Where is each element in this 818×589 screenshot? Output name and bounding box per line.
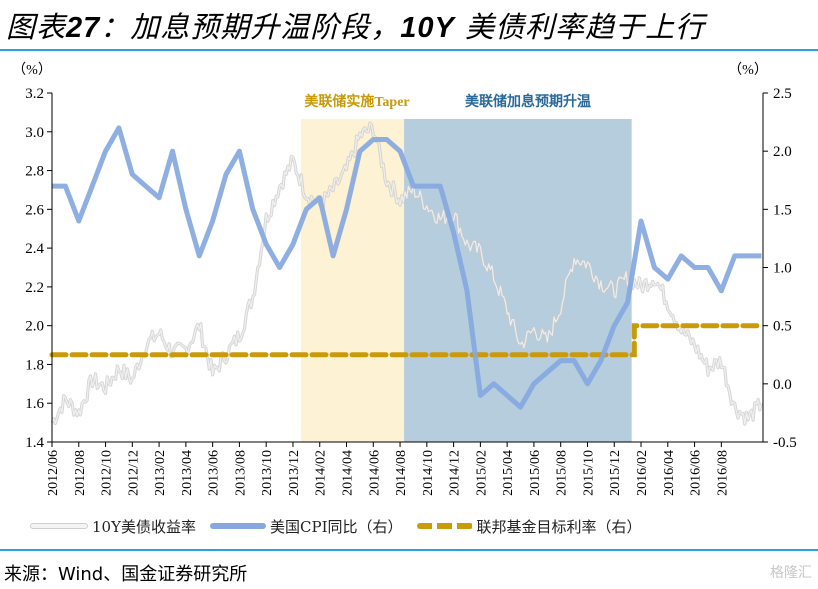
series-us-cpi-yoy: [52, 125, 762, 410]
legend-label-yield: 10Y美债收益率: [92, 517, 196, 536]
series-10y-yield: [51, 122, 763, 425]
left-tick-label: 2.6: [25, 202, 44, 218]
x-tick-label: 2015/10: [581, 450, 596, 496]
right-tick-label: 2.5: [773, 86, 792, 102]
legend-item-cpi: 美国CPI同比（右）: [210, 516, 403, 537]
legend-label-fed: 联邦基金目标利率（右）: [476, 517, 642, 536]
x-tick-label: 2015/06: [528, 450, 543, 496]
chart-title: 图表27：加息预期升温阶段，10Y 美债利率趋于上行: [6, 4, 705, 46]
x-tick-label: 2012/08: [73, 450, 88, 496]
legend-item-yield: 10Y美债收益率: [30, 516, 196, 537]
x-tick-label: 2016/06: [689, 450, 704, 496]
left-tick-label: 2.4: [25, 241, 44, 257]
left-tick-label: 1.6: [25, 396, 44, 412]
left-axis-unit: （%）: [12, 62, 52, 78]
x-tick-label: 2015/12: [608, 450, 623, 496]
right-tick-label: 1.5: [773, 202, 792, 218]
title-prefix: 图表: [6, 10, 67, 44]
legend-item-fed: 联邦基金目标利率（右）: [416, 516, 642, 537]
legend-swatch-cpi: [210, 523, 266, 529]
left-tick-label: 1.8: [25, 357, 44, 373]
footer-rule: [0, 549, 818, 551]
x-tick-label: 2013/04: [180, 450, 195, 496]
right-tick-label: 2.0: [773, 144, 792, 160]
legend-swatch-yield: [30, 523, 88, 529]
series-fed-funds-rate: [49, 323, 764, 358]
x-tick-label: 2015/04: [501, 450, 516, 496]
hike-band-label: 美联储加息预期升温: [465, 93, 591, 110]
legend: 10Y美债收益率 美国CPI同比（右） 联邦基金目标利率（右）: [30, 514, 656, 538]
x-tick-label: 2013/08: [233, 450, 248, 496]
x-tick-label: 2015/02: [474, 450, 489, 496]
x-tick-label: 2014/10: [421, 450, 436, 496]
x-tick-label: 2015/08: [555, 450, 570, 496]
x-tick-label: 2013/06: [207, 450, 222, 496]
x-tick-label: 2014/12: [448, 450, 463, 496]
right-tick-label: 1.0: [773, 261, 792, 277]
left-tick-label: 2.2: [25, 280, 44, 296]
x-tick-label: 2013/02: [153, 450, 168, 496]
x-tick-label: 2013/10: [260, 450, 275, 496]
left-tick-label: 1.4: [25, 435, 44, 451]
right-axis-unit: （%）: [728, 62, 768, 78]
x-tick-label: 2012/12: [126, 450, 141, 496]
right-tick-label: -0.5: [773, 435, 797, 451]
legend-swatch-fed: [416, 523, 473, 529]
source-note: 来源：Wind、国金证券研究所: [4, 564, 248, 585]
taper-band-label: 美联储实施Taper: [304, 93, 409, 110]
x-tick-label: 2014/02: [314, 450, 329, 496]
title-10y: 10Y: [400, 12, 455, 44]
x-tick-label: 2014/04: [341, 450, 356, 496]
left-tick-label: 2.0: [25, 319, 44, 335]
x-tick-label: 2012/06: [46, 450, 61, 496]
title-text: ：加息预期升温阶段，: [100, 10, 401, 44]
left-tick-label: 3.2: [25, 86, 44, 102]
right-tick-label: 0.0: [773, 377, 792, 393]
left-tick-label: 2.8: [25, 164, 44, 180]
x-tick-label: 2016/08: [715, 450, 730, 496]
legend-label-cpi: 美国CPI同比（右）: [270, 517, 403, 536]
taper-band: [300, 119, 405, 442]
chart: 3.2 3.0 2.8 2.6 2.4 2.2 2.0 1.8 1.6 1.4 2.5 2.0 1.5 1…: [12, 62, 797, 496]
watermark-logo: 格隆汇: [770, 565, 812, 581]
x-tick-label: 2014/08: [394, 450, 409, 496]
left-tick-label: 3.0: [25, 125, 44, 141]
x-tick-label: 2016/02: [635, 450, 650, 496]
title-number: 27: [66, 12, 101, 44]
right-tick-label: 0.5: [773, 319, 792, 335]
x-tick-label: 2016/04: [662, 450, 677, 496]
x-tick-label: 2012/10: [100, 450, 115, 496]
x-tick-label: 2014/06: [367, 450, 382, 496]
title-rule: [0, 49, 818, 51]
title-text2: 美债利率趋于上行: [454, 10, 706, 44]
x-tick-label: 2013/12: [287, 450, 302, 496]
